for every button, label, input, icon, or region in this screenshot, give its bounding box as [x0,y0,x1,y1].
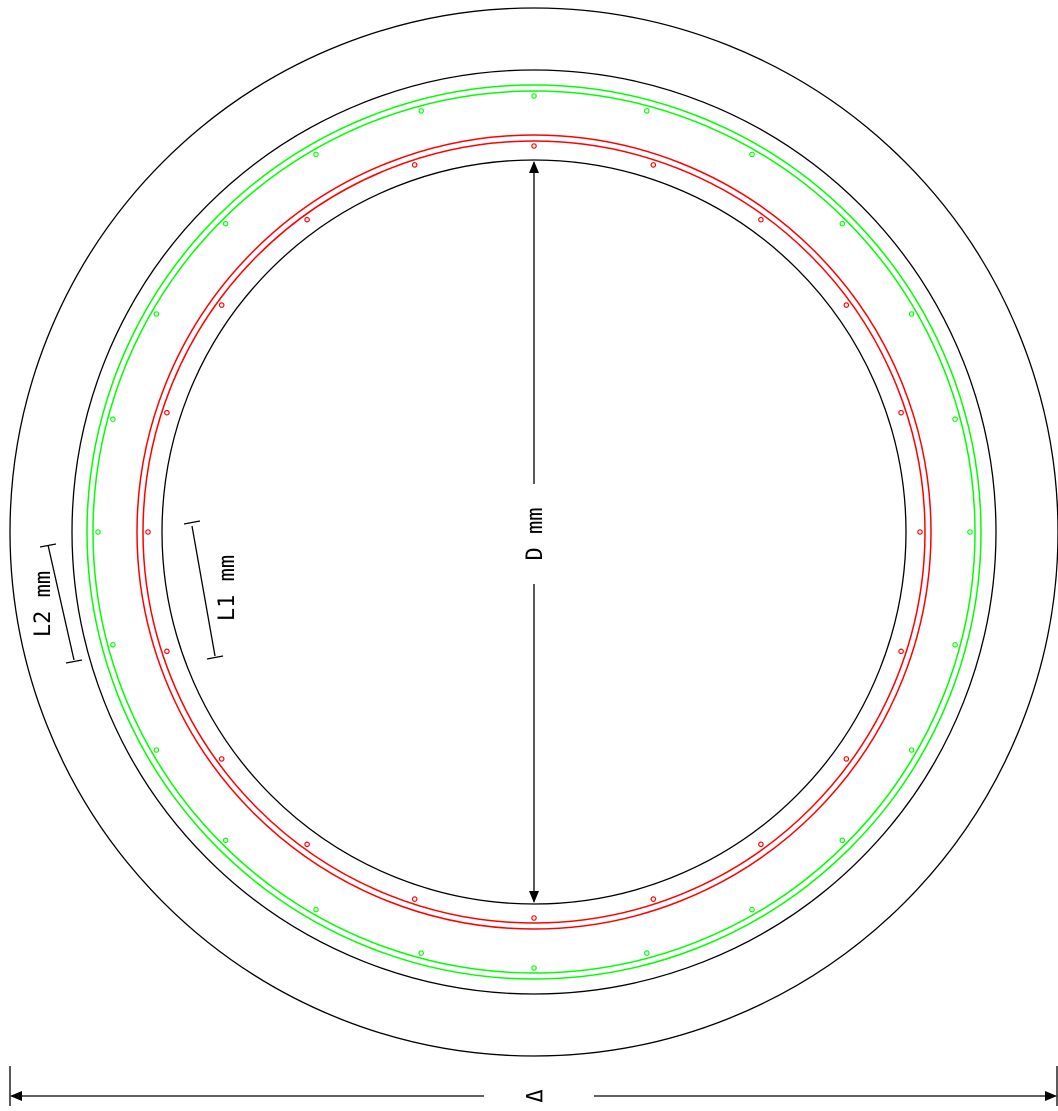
rebar-dot [749,906,755,913]
green-ring-inner [92,90,976,974]
rebar-dot [643,108,650,114]
rebar-dot [839,837,846,844]
rebar-dot [843,756,850,762]
rebar-dot [222,837,229,844]
rebar-dot [749,151,755,158]
rebar-dot [411,896,418,902]
rebar-dot [313,906,319,913]
rebar-dot [153,747,160,753]
l1-tick-top [183,520,201,525]
pipe-inner-wall-circle [161,159,907,905]
l2-dimension-line [47,544,75,661]
rebar-dot [110,416,116,423]
green-rebar-dots [95,93,973,971]
l1-dimension-line [191,525,216,657]
l1-tick-bottom [206,655,224,660]
rebar-dot [650,162,657,168]
rebar-dot [908,747,915,753]
l2-tick-bottom [65,659,83,664]
red-ring-inner [142,140,926,924]
rebar-dot [222,220,229,227]
rebar-dot [843,302,850,308]
rebar-dot [110,641,116,648]
rebar-dot [531,915,537,921]
rebar-dot [758,216,764,223]
red-ring-outer [136,134,932,930]
rebar-dot [898,648,904,655]
rebar-dot [411,162,418,168]
l1-label: L1 mm [215,555,240,621]
rebar-dot [531,143,537,149]
rebar-dot [164,648,170,655]
rebar-dot [418,108,425,114]
diameter-label: D mm [523,508,548,561]
rebar-dot [643,950,650,956]
rebar-dot [898,409,904,416]
rebar-dot [153,311,160,317]
rebar-dot [952,641,958,648]
l2-tick-top [39,543,57,548]
rebar-dot [304,216,310,223]
rebar-dot [145,529,151,535]
green-ring-outer [86,84,982,980]
bottom-dimension-label: Δ [523,1089,548,1102]
rebar-dot [650,896,657,902]
rebar-dot [758,841,764,848]
l2-label: L2 mm [31,571,56,637]
rebar-dot [839,220,846,227]
rebar-dot [304,841,310,848]
red-rebar-dots [145,143,923,921]
rebar-dot [908,311,915,317]
rebar-dot [313,151,319,158]
rebar-dot [164,409,170,416]
rebar-dot [418,950,425,956]
rebar-dot [531,93,537,99]
pipe-outer-wall-circle [71,69,997,995]
rebar-dot [218,756,225,762]
rebar-dot [95,529,101,535]
rebar-dot [218,302,225,308]
rebar-dot [952,416,958,423]
outer-boundary-circle [9,7,1058,1057]
rebar-dot [531,965,537,971]
rebar-dot [967,529,973,535]
rebar-dot [917,529,923,535]
